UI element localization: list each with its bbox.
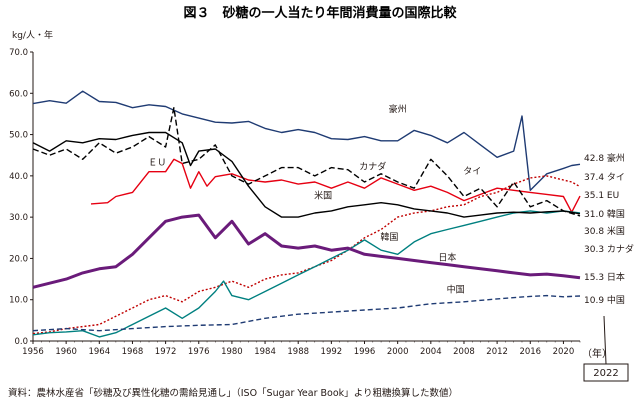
series-line (32, 294, 581, 332)
x-axis-unit: （年） (582, 347, 612, 360)
series-end-label: 30.3 カナダ (584, 243, 634, 255)
series-end-label: 37.4 タイ (584, 172, 625, 183)
x-tick-label: 1956 (22, 347, 44, 357)
x-tick-label: 1968 (122, 347, 144, 357)
x-tick-label: 1976 (188, 347, 210, 357)
series-inline-label: タイ (463, 166, 481, 177)
x-tick-label: 1992 (321, 347, 343, 357)
x-tick-label: 2016 (519, 347, 541, 357)
year-box-pointer (603, 315, 607, 365)
series-inline-label: 米国 (314, 190, 332, 202)
end-labels: 42.8 豪州 37.4 タイ 35.1 EU 31.0 韓国 30.8 米国 30.3 … (584, 152, 634, 306)
x-tick-label: 2008 (453, 347, 475, 357)
y-tick-label: 40.0 (9, 172, 28, 182)
x-tick-label: 2012 (486, 347, 508, 357)
y-tick-label: 10.0 (9, 296, 28, 306)
x-tick-label: 1964 (88, 347, 110, 357)
series-inline-label: ＥＵ (148, 159, 166, 169)
x-tick-label: 1984 (254, 347, 276, 357)
x-tick-label: 2020 (553, 347, 575, 357)
x-tick-label: 1972 (155, 347, 177, 357)
x-tick-label: 1988 (287, 347, 309, 357)
series-line (90, 158, 581, 213)
x-tick-label: 1996 (354, 347, 376, 357)
series-inline-label: カナダ (359, 161, 386, 173)
series-line (32, 131, 581, 218)
series-line (32, 213, 581, 289)
series-line (32, 210, 581, 338)
y-tick-label: 60.0 (9, 89, 28, 99)
y-tick-label: 30.0 (9, 213, 28, 223)
series-end-label: 42.8 豪州 (584, 152, 625, 164)
year-box-label: 2022 (593, 368, 618, 379)
series-end-label: 31.0 韓国 (584, 209, 625, 220)
x-tick-label: 1980 (221, 347, 243, 357)
series-inline-label: 韓国 (380, 232, 398, 243)
y-axis-unit: kg/人・年 (12, 29, 53, 41)
source-note: 資料：農林水産省「砂糖及び異性化糖の需給見通し」（ISO「Sugar Year … (8, 387, 458, 399)
y-tick-label: 50.0 (9, 131, 28, 141)
series-inline-label: 豪州 (389, 103, 407, 115)
series-end-label: 10.9 中国 (584, 294, 625, 306)
series-line (32, 175, 581, 335)
x-tick-label: 1960 (55, 347, 77, 357)
series-inline-label: 中国 (447, 283, 465, 295)
series-inline-label: 日本 (438, 251, 456, 263)
series-layer (32, 90, 581, 338)
chart-title: 図３ 砂糖の一人当たり年間消費量の国際比較 (183, 5, 457, 21)
series-line (32, 90, 581, 192)
series-end-label: 35.1 EU (584, 191, 619, 201)
y-tick-label: 70.0 (9, 48, 28, 58)
axes: 0.0 10.0 20.0 30.0 40.0 50.0 60.0 70.0 1956 1960 1… (9, 48, 581, 357)
series-end-label: 15.3 日本 (584, 271, 625, 283)
y-tick-label: 0.0 (14, 337, 28, 347)
y-tick-label: 20.0 (9, 254, 28, 264)
series-line (32, 106, 581, 217)
x-tick-label: 2004 (420, 347, 442, 357)
series-end-label: 30.8 米国 (584, 225, 625, 237)
x-tick-label: 2000 (387, 347, 409, 357)
